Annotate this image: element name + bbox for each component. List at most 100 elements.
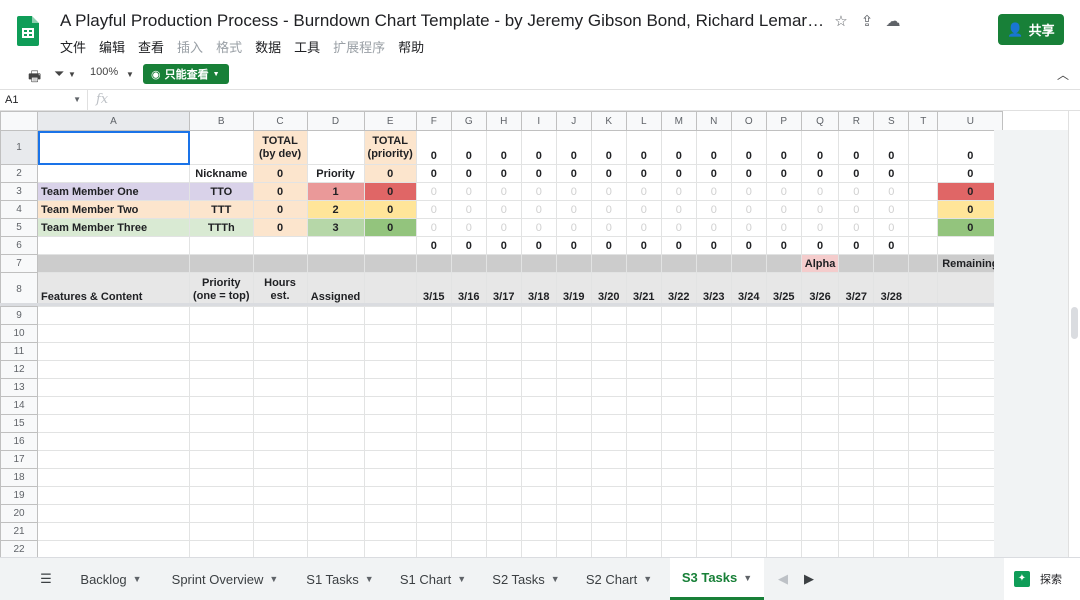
cell-a15[interactable] [37,414,190,433]
menu-item[interactable]: 工具 [294,40,321,55]
cell-r7[interactable] [838,254,875,273]
cell-p17[interactable] [765,450,802,469]
cell-o20[interactable] [730,504,767,523]
cell-t10[interactable] [908,324,939,343]
cell-k20[interactable] [590,504,627,523]
cell-o17[interactable] [730,450,767,469]
cell-f15[interactable] [415,414,452,433]
cell-c11[interactable] [252,342,308,361]
row-header[interactable]: 12 [0,360,38,379]
cell-s16[interactable] [873,432,910,451]
cell-t2[interactable] [908,164,939,183]
cell-s17[interactable] [873,450,910,469]
cell-n19[interactable] [695,486,732,505]
row-header[interactable]: 14 [0,396,38,415]
cell-t11[interactable] [908,342,939,361]
row-header[interactable]: 6 [0,236,38,255]
cell-q14[interactable] [800,396,840,415]
cell-m20[interactable] [660,504,697,523]
cell-m22[interactable] [660,540,697,557]
cell-n22[interactable] [695,540,732,557]
scroll-tabs-right-icon[interactable]: ▶ [804,571,814,586]
cell-j22[interactable] [555,540,592,557]
cell-e5[interactable]: 0 [363,218,417,237]
cell-s10[interactable] [873,324,910,343]
cell-f2[interactable]: 0 [415,164,452,183]
cell-a8[interactable]: Features & Content [37,272,190,307]
cell-p9[interactable] [765,306,802,325]
scroll-tabs-left-icon[interactable]: ◀ [778,571,788,586]
cell-l3[interactable]: 0 [625,182,662,201]
cell-f11[interactable] [415,342,452,361]
sheet-tab[interactable]: S2 Tasks ▼ [484,558,568,600]
cell-g7[interactable] [450,254,487,273]
cell-f17[interactable] [415,450,452,469]
cell-g16[interactable] [450,432,487,451]
cell-h2[interactable]: 0 [485,164,522,183]
cell-n12[interactable] [695,360,732,379]
cell-a3[interactable]: Team Member One [37,182,190,201]
cell-r9[interactable] [838,306,875,325]
cell-o19[interactable] [730,486,767,505]
cell-r16[interactable] [838,432,875,451]
cell-f16[interactable] [415,432,452,451]
column-header[interactable]: B [189,111,254,131]
column-header[interactable]: M [660,111,697,131]
cell-o12[interactable] [730,360,767,379]
cell-d13[interactable] [306,378,365,397]
cell-d12[interactable] [306,360,365,379]
cell-d2[interactable]: Priority [306,164,365,183]
cell-r15[interactable] [838,414,875,433]
cell-r10[interactable] [838,324,875,343]
cell-b15[interactable] [189,414,254,433]
cell-t19[interactable] [908,486,939,505]
cell-n16[interactable] [695,432,732,451]
cell-b22[interactable] [189,540,254,557]
cell-m9[interactable] [660,306,697,325]
cell-t7[interactable] [908,254,939,273]
cell-c7[interactable] [252,254,308,273]
cell-g6[interactable]: 0 [450,236,487,255]
cell-n5[interactable]: 0 [695,218,732,237]
menu-item[interactable]: 数据 [255,40,282,55]
column-header[interactable]: F [415,111,452,131]
cell-p20[interactable] [765,504,802,523]
cell-b4[interactable]: TTT [189,200,254,219]
column-header[interactable]: U [937,111,1004,131]
cell-j14[interactable] [555,396,592,415]
cell-j21[interactable] [555,522,592,541]
explore-button[interactable]: ✦ 探索 [1004,558,1080,600]
cell-e1[interactable]: TOTAL (priority) [363,130,417,165]
cell-d3[interactable]: 1 [306,182,365,201]
cell-k22[interactable] [590,540,627,557]
cell-b5[interactable]: TTTh [189,218,254,237]
cell-h15[interactable] [485,414,522,433]
cell-e2[interactable]: 0 [363,164,417,183]
cell-c17[interactable] [252,450,308,469]
cell-b9[interactable] [189,306,254,325]
cell-a2[interactable] [37,164,190,183]
cell-g3[interactable]: 0 [450,182,487,201]
cell-s3[interactable]: 0 [873,182,910,201]
cell-p1[interactable]: 0 [765,130,802,165]
cell-m3[interactable]: 0 [660,182,697,201]
cell-s18[interactable] [873,468,910,487]
cell-c1[interactable]: TOTAL (by dev) [252,130,308,165]
cell-n14[interactable] [695,396,732,415]
cell-f13[interactable] [415,378,452,397]
cell-b12[interactable] [189,360,254,379]
cell-g11[interactable] [450,342,487,361]
cell-t3[interactable] [908,182,939,201]
cell-t1[interactable] [908,130,939,165]
cell-n2[interactable]: 0 [695,164,732,183]
cell-p7[interactable] [765,254,802,273]
cell-n18[interactable] [695,468,732,487]
cell-q17[interactable] [800,450,840,469]
cell-h18[interactable] [485,468,522,487]
cell-h3[interactable]: 0 [485,182,522,201]
cell-o15[interactable] [730,414,767,433]
column-header[interactable]: E [363,111,417,131]
cell-d8[interactable]: Assigned [306,272,365,307]
cell-k14[interactable] [590,396,627,415]
cell-l13[interactable] [625,378,662,397]
